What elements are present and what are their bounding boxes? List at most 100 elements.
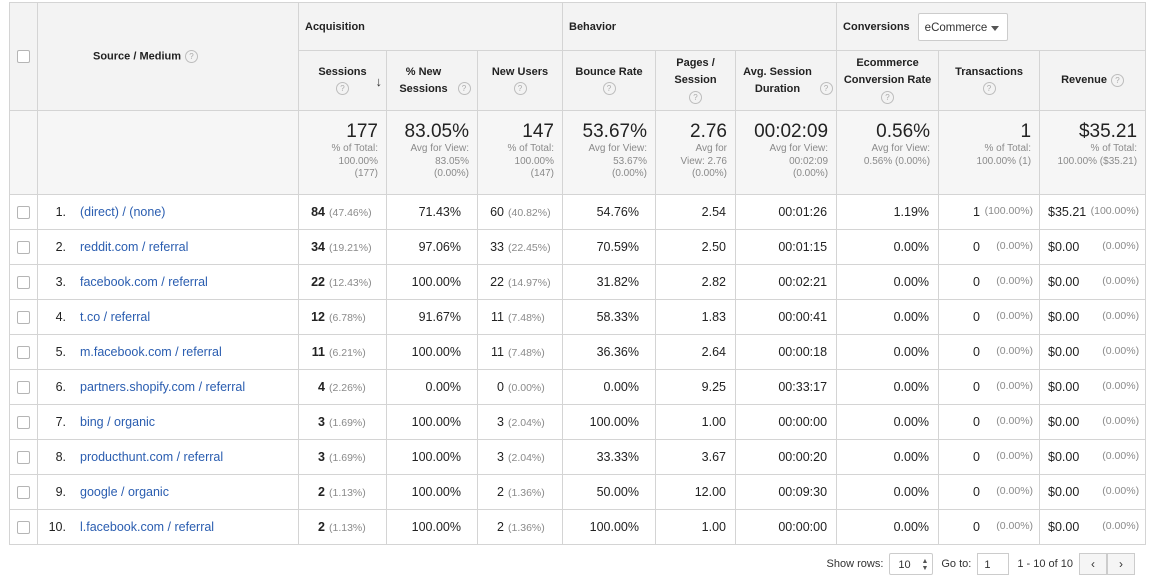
row-checkbox-cell[interactable] [9, 404, 38, 440]
transactions-percent: (0.00%) [996, 345, 1034, 357]
row-checkbox-cell[interactable] [9, 474, 38, 510]
total-note: (177) [354, 168, 378, 179]
help-icon[interactable]: ? [457, 82, 471, 96]
row-checkbox[interactable] [17, 276, 30, 290]
source-medium-link[interactable]: (direct) / (none) [80, 205, 166, 219]
row-checkbox-cell[interactable] [9, 509, 38, 545]
ecom-rate-cell: 0.00% [836, 439, 940, 475]
goto-input[interactable]: 1 [977, 553, 1010, 575]
next-page-button[interactable]: › [1107, 553, 1135, 575]
revenue-value: $0.00 [1048, 415, 1080, 429]
prev-page-button[interactable]: ‹ [1079, 553, 1107, 575]
row-index: 6. [55, 380, 66, 394]
table-row[interactable]: 3. facebook.com / referral 22 (12.43%) 100.0… [9, 264, 1147, 300]
help-icon[interactable]: ? [819, 82, 833, 96]
row-checkbox-cell[interactable] [9, 194, 38, 230]
new-sessions-cell: 100.00% [386, 334, 478, 370]
new-users-value: 22 [490, 275, 504, 289]
select-all-cell[interactable] [9, 2, 38, 111]
new-users-percent: (2.04%) [508, 417, 545, 429]
transactions-cell: 0 (0.00%) [938, 474, 1041, 510]
source-medium-link[interactable]: reddit.com / referral [80, 240, 189, 254]
help-icon[interactable]: ? [1110, 73, 1124, 87]
row-checkbox[interactable] [17, 346, 30, 360]
ecom-rate-header[interactable]: Ecommerce Conversion Rate? [836, 50, 940, 111]
pages-session-header[interactable]: Pages / Session? [655, 50, 736, 111]
total-pages-session: 2.76 Avg for View: 2.76 (0.00%) [655, 110, 736, 195]
row-checkbox[interactable] [17, 451, 30, 465]
transactions-percent: (0.00%) [996, 240, 1034, 252]
table-row[interactable]: 5. m.facebook.com / referral 11 (6.21%) 100.… [9, 334, 1147, 370]
sessions-cell: 11 (6.21%) [298, 334, 387, 370]
row-checkbox-cell[interactable] [9, 334, 38, 370]
source-medium-link[interactable]: t.co / referral [80, 310, 151, 324]
conversion-type-dropdown[interactable]: eCommerce [917, 12, 1008, 41]
table-row[interactable]: 6. partners.shopify.com / referral 4 (2.26%… [9, 369, 1147, 405]
bounce-rate-header[interactable]: Bounce Rate? [562, 50, 656, 111]
source-medium-link[interactable]: partners.shopify.com / referral [80, 380, 246, 394]
row-checkbox[interactable] [17, 206, 30, 220]
new-sessions-header[interactable]: % New Sessions? [386, 50, 478, 111]
table-row[interactable]: 4. t.co / referral 12 (6.78%) 91.67% 11 (7.48%… [9, 299, 1147, 335]
ecom-rate-cell: 0.00% [836, 334, 940, 370]
row-checkbox-cell[interactable] [9, 264, 38, 300]
source-medium-link[interactable]: bing / organic [80, 415, 156, 429]
row-checkbox[interactable] [17, 311, 30, 325]
row-checkbox-cell[interactable] [9, 299, 38, 335]
sort-desc-icon[interactable]: ↓ [375, 74, 383, 89]
source-medium-header[interactable]: Source / Medium? [37, 2, 299, 111]
table-row[interactable]: 9. google / organic 2 (1.13%) 100.00% 2 (1.36%… [9, 474, 1147, 510]
new-users-value: 11 [491, 345, 504, 359]
row-checkbox[interactable] [17, 521, 30, 535]
help-icon[interactable]: ? [513, 82, 527, 96]
total-note: (0.00%) [611, 168, 647, 179]
source-medium-link[interactable]: facebook.com / referral [80, 275, 208, 289]
sessions-header[interactable]: Sessions? ↓ [298, 50, 387, 111]
total-note: (0.00%) [433, 168, 469, 179]
show-rows-select[interactable]: 10 ▲ ▼ [889, 553, 934, 575]
row-checkbox[interactable] [17, 416, 30, 430]
revenue-cell: $0.00 (0.00%) [1039, 404, 1147, 440]
new-users-cell: 3 (2.04%) [477, 439, 563, 475]
help-icon[interactable]: ? [881, 90, 895, 104]
new-users-percent: (22.45%) [508, 242, 551, 254]
revenue-header[interactable]: Revenue? [1039, 50, 1147, 111]
table-row[interactable]: 1. (direct) / (none) 84 (47.46%) 71.43% 60 (40… [9, 194, 1147, 230]
source-medium-link[interactable]: google / organic [80, 485, 169, 499]
row-index: 7. [55, 415, 66, 429]
row-checkbox[interactable] [17, 241, 30, 255]
revenue-percent: (0.00%) [1102, 345, 1140, 357]
totals-blank-cell [9, 110, 38, 195]
source-medium-link[interactable]: m.facebook.com / referral [80, 345, 222, 359]
help-icon[interactable]: ? [982, 82, 996, 96]
bounce-rate-cell: 58.33% [562, 299, 656, 335]
avg-duration-header[interactable]: Avg. Session Duration? [734, 50, 838, 111]
table-row[interactable]: 10. l.facebook.com / referral 2 (1.13%) 100.… [9, 509, 1147, 545]
total-value: 0.56% [876, 121, 931, 142]
total-note: 00:02:09 [789, 155, 829, 167]
total-value: 00:02:09 [754, 121, 829, 142]
revenue-value: $0.00 [1048, 275, 1080, 289]
row-index: 1. [55, 205, 66, 219]
table-row[interactable]: 7. bing / organic 3 (1.69%) 100.00% 3 (2.04%) 1… [9, 404, 1147, 440]
row-checkbox-cell[interactable] [9, 439, 38, 475]
help-icon[interactable]: ? [336, 82, 349, 96]
new-sessions-cell: 100.00% [386, 509, 478, 545]
revenue-value: $0.00 [1048, 520, 1080, 534]
transactions-header[interactable]: Transactions? [938, 50, 1041, 111]
row-checkbox-cell[interactable] [9, 369, 38, 405]
bounce-rate-cell: 31.82% [562, 264, 656, 300]
help-icon[interactable]: ? [602, 82, 616, 96]
help-icon[interactable]: ? [185, 50, 199, 63]
page-range: 1 - 10 of 10 [1017, 558, 1073, 570]
table-row[interactable]: 8. producthunt.com / referral 3 (1.69%) 100.… [9, 439, 1147, 475]
row-checkbox[interactable] [17, 486, 30, 500]
source-medium-link[interactable]: l.facebook.com / referral [80, 520, 215, 534]
new-users-header[interactable]: New Users? [477, 50, 563, 111]
select-all-checkbox[interactable] [17, 50, 30, 63]
help-icon[interactable]: ? [689, 90, 702, 104]
source-medium-link[interactable]: producthunt.com / referral [80, 450, 224, 464]
row-checkbox[interactable] [17, 381, 30, 395]
table-row[interactable]: 2. reddit.com / referral 34 (19.21%) 97.06% 3… [9, 229, 1147, 265]
row-checkbox-cell[interactable] [9, 229, 38, 265]
